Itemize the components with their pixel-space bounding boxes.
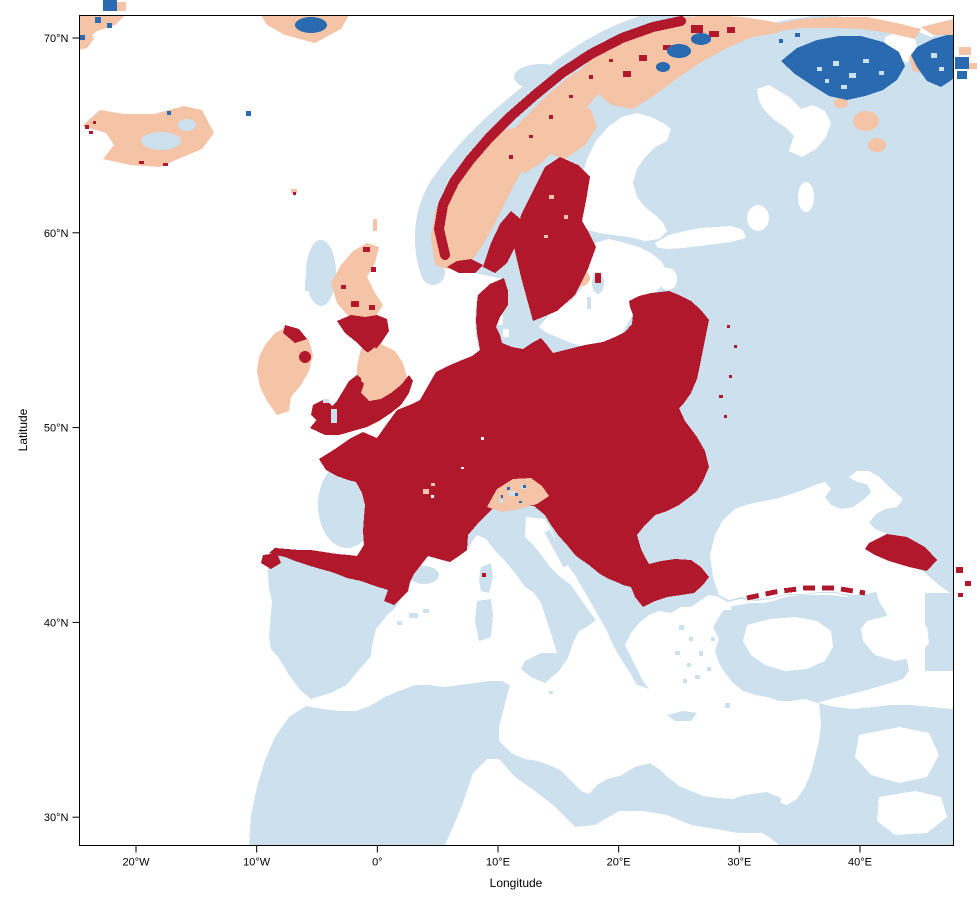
y-tick-label: 30°N bbox=[44, 812, 69, 824]
england-scotland-border bbox=[337, 315, 389, 355]
y-tick-label: 60°N bbox=[44, 228, 69, 240]
x-tick-label: 30°E bbox=[727, 857, 751, 869]
kola-fringe bbox=[771, 17, 921, 39]
gulf-of-riga bbox=[659, 268, 677, 290]
x-tick-label: 20°W bbox=[122, 857, 150, 869]
northeast-fringe bbox=[921, 19, 953, 35]
axis-layer: 20°W 10°W 0° 10°E 20°E 30°E 40°E 70°N 60°N 50°N 40… bbox=[44, 33, 872, 869]
sweden-core bbox=[514, 157, 596, 321]
greenland-edge bbox=[79, 15, 125, 45]
sea-holes-layer bbox=[494, 29, 947, 835]
iceland-red-specks bbox=[85, 121, 168, 166]
islands-aegean bbox=[549, 625, 730, 708]
map-layers bbox=[79, 15, 953, 845]
troms-patch bbox=[667, 44, 691, 58]
landmass-caucasus-east bbox=[925, 593, 953, 671]
caucasus-red bbox=[865, 534, 937, 571]
salmon-layer bbox=[79, 15, 953, 578]
baltic-sea bbox=[539, 239, 667, 347]
x-axis-title: Longitude bbox=[490, 876, 543, 890]
raster-noise-layer bbox=[431, 59, 737, 498]
faroe bbox=[291, 189, 297, 193]
darkblue-layer bbox=[80, 17, 953, 503]
iberia-red-patches bbox=[261, 553, 281, 569]
x-tick-label: 40°E bbox=[848, 857, 872, 869]
oslo-region bbox=[483, 211, 523, 273]
overflow-layer bbox=[103, 0, 977, 597]
red-layer bbox=[85, 16, 937, 607]
gulf-of-finland bbox=[655, 226, 746, 249]
arabian-desert bbox=[877, 791, 947, 835]
islands-balearics bbox=[397, 609, 429, 625]
sea-of-marmara bbox=[715, 603, 731, 610]
central-anatolia bbox=[743, 617, 833, 671]
x-tick-label: 20°E bbox=[607, 857, 631, 869]
norway-coast-band bbox=[433, 16, 686, 260]
kattegat-white bbox=[496, 315, 503, 325]
y-axis-title: Latitude bbox=[16, 408, 30, 451]
east-anatolia bbox=[861, 615, 929, 661]
jan-mayen-blue bbox=[295, 17, 327, 33]
y-tick-label: 70°N bbox=[44, 33, 69, 45]
pennines-core bbox=[361, 347, 381, 389]
y-tick-label: 50°N bbox=[44, 423, 69, 435]
x-tick-label: 10°E bbox=[486, 857, 510, 869]
ireland-centre bbox=[257, 327, 313, 415]
lake-onega bbox=[798, 182, 814, 212]
plot-frame bbox=[79, 15, 954, 846]
lake-ladoga bbox=[747, 205, 769, 231]
wales-mountains bbox=[331, 409, 337, 423]
massif-central-dot bbox=[423, 489, 429, 494]
corsica-red-dot bbox=[482, 573, 486, 577]
core-western-central-europe bbox=[269, 278, 709, 607]
island-sicily bbox=[521, 653, 567, 683]
north-sweden bbox=[539, 105, 597, 159]
pechora-northeast bbox=[911, 35, 953, 87]
anglesey bbox=[323, 399, 329, 403]
apennines-red-patches bbox=[482, 573, 486, 577]
landmass-north-africa bbox=[249, 681, 781, 845]
shetland bbox=[373, 219, 377, 231]
island-sardinia bbox=[475, 599, 493, 641]
island-corsica bbox=[479, 563, 493, 593]
kola-peninsula bbox=[781, 36, 905, 100]
alps-blue-dots bbox=[501, 485, 526, 503]
x-tick-label: 0° bbox=[372, 857, 383, 869]
turkey-red-patches bbox=[746, 585, 866, 601]
ireland-red bbox=[283, 325, 311, 363]
white-sea bbox=[757, 85, 831, 157]
gulf-of-bothnia bbox=[581, 113, 671, 241]
y-tick-label: 40°N bbox=[44, 617, 69, 629]
iceland-interior bbox=[141, 132, 181, 150]
kola-speckles bbox=[817, 59, 884, 89]
oland bbox=[587, 297, 591, 309]
scottish-highlands bbox=[331, 243, 383, 321]
island-crete bbox=[667, 711, 697, 721]
iceland-blue-dot bbox=[246, 111, 251, 116]
pontic-coast-band bbox=[746, 585, 866, 601]
scotland-red-specks bbox=[341, 247, 376, 310]
black-sea bbox=[710, 471, 903, 600]
syrian-desert bbox=[855, 727, 939, 783]
hebrides-water bbox=[306, 240, 336, 306]
x-tick-label: 10°W bbox=[243, 857, 271, 869]
